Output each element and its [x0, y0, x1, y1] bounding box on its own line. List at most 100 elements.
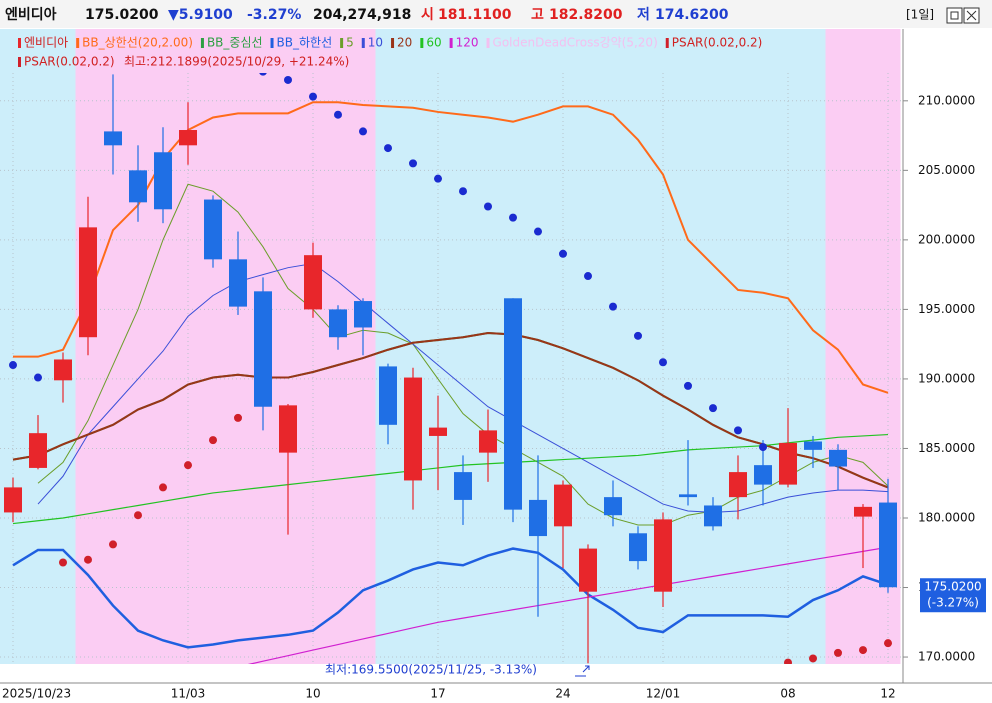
psar-dot: [509, 213, 517, 222]
candle-body: [54, 359, 72, 381]
close-icon: [966, 10, 977, 21]
psar-dot: [109, 540, 117, 549]
y-tick-label: 200.0000: [918, 232, 975, 246]
candle-body: [479, 430, 497, 453]
legend-label: 엔비디아: [24, 36, 68, 50]
x-tick-label: 11/03: [171, 687, 206, 701]
indicator-line: [12, 433, 889, 525]
candle-body: [454, 472, 472, 500]
candle-body: [154, 152, 172, 210]
candle-body: [729, 472, 747, 498]
y-tick-label: 185.0000: [918, 441, 975, 455]
x-tick-label: 24: [555, 687, 570, 701]
legend-marker: [340, 38, 344, 48]
psar-dot: [284, 75, 292, 84]
psar-dot: [584, 272, 592, 281]
candle-body: [179, 130, 197, 146]
min-arrow: [575, 665, 590, 677]
volume: 204,274,918: [313, 7, 411, 23]
psar-dot: [384, 144, 392, 153]
legend-label: BB_하한선: [277, 36, 333, 50]
psar-dot: [809, 654, 817, 663]
candle-body: [254, 291, 272, 407]
psar-dot: [59, 558, 67, 567]
psar-dot: [434, 174, 442, 183]
psar-dot: [634, 331, 642, 340]
legend-label: GoldenDeadCross강약(5,20): [493, 35, 658, 50]
x-tick-label: 2025/10/23: [2, 687, 71, 701]
min-label: 최저:169.5500(2025/11/25, -3.13%): [325, 663, 537, 677]
psar-dot: [409, 159, 417, 168]
candle-body: [79, 227, 97, 338]
zone: [0, 29, 76, 664]
legend-marker: [361, 38, 365, 48]
psar-dot: [9, 361, 17, 370]
x-tick-label: 17: [430, 687, 445, 701]
candle-body: [879, 502, 897, 588]
psar-dot: [84, 555, 92, 564]
indicator-line: [37, 262, 889, 513]
candle-body: [779, 442, 797, 485]
psar-dot: [459, 187, 467, 196]
legend-marker: [391, 38, 395, 48]
maximize-icon: [950, 11, 959, 20]
change-pct: -3.27%: [247, 7, 301, 23]
psar-dot: [659, 358, 667, 367]
stock-name: 엔비디아: [5, 6, 57, 23]
last-change: (-3.27%): [927, 596, 979, 610]
psar-dot: [859, 646, 867, 655]
legend-marker: [420, 38, 424, 48]
psar-dot: [234, 413, 242, 422]
zones: [0, 29, 901, 664]
candle-body: [704, 505, 722, 527]
legend-marker: [270, 38, 274, 48]
y-tick-label: 210.0000: [918, 93, 975, 107]
y-tick-label: 190.0000: [918, 371, 975, 385]
candle-body: [854, 506, 872, 517]
low: 174.6200: [655, 7, 729, 23]
legend-marker: [76, 38, 80, 48]
legend-label: 5: [346, 36, 354, 50]
psar-dot: [259, 73, 267, 76]
maximize-button[interactable]: [946, 7, 963, 24]
candle-body: [829, 449, 847, 467]
psar-dot: [134, 511, 142, 520]
candle-body: [629, 533, 647, 562]
indicator-line: [12, 332, 889, 489]
candle-body: [229, 259, 247, 307]
y-tick-label: 205.0000: [918, 163, 975, 177]
psar-dot: [684, 381, 692, 390]
psar-dot: [209, 436, 217, 445]
period[interactable]: [1일]: [906, 8, 934, 22]
psar-dot: [759, 443, 767, 452]
candle-body: [679, 494, 697, 498]
y-tick-label: 170.0000: [918, 650, 975, 664]
psar-dot: [609, 302, 617, 311]
psar-dot: [884, 639, 892, 648]
change: ▼5.9100: [168, 7, 233, 23]
candle-body: [379, 366, 397, 425]
legend-label: BB_중심선: [207, 36, 263, 50]
psar-dot: [734, 426, 742, 435]
open-label: 시: [421, 7, 434, 23]
zone: [75, 29, 376, 664]
legend-marker: [449, 38, 453, 48]
psar-dot: [159, 483, 167, 492]
zone: [375, 29, 826, 664]
max-label: 최고:212.1899(2025/10/29, +21.24%): [124, 55, 349, 69]
x-tick-label: 12: [880, 687, 895, 701]
legend-label: 10: [368, 36, 383, 50]
candle-body: [529, 499, 547, 537]
candle-body: [129, 170, 147, 203]
candle-body: [579, 548, 597, 592]
candle-body: [104, 131, 122, 146]
psar-dot: [334, 110, 342, 119]
legend-marker: [18, 57, 21, 67]
open: 181.1100: [438, 7, 512, 23]
candle-body: [304, 255, 322, 310]
lines: [12, 101, 889, 664]
psar-dot: [184, 461, 192, 470]
candle-body: [504, 298, 522, 510]
candle-body: [329, 309, 347, 338]
legend-marker: [665, 38, 669, 48]
